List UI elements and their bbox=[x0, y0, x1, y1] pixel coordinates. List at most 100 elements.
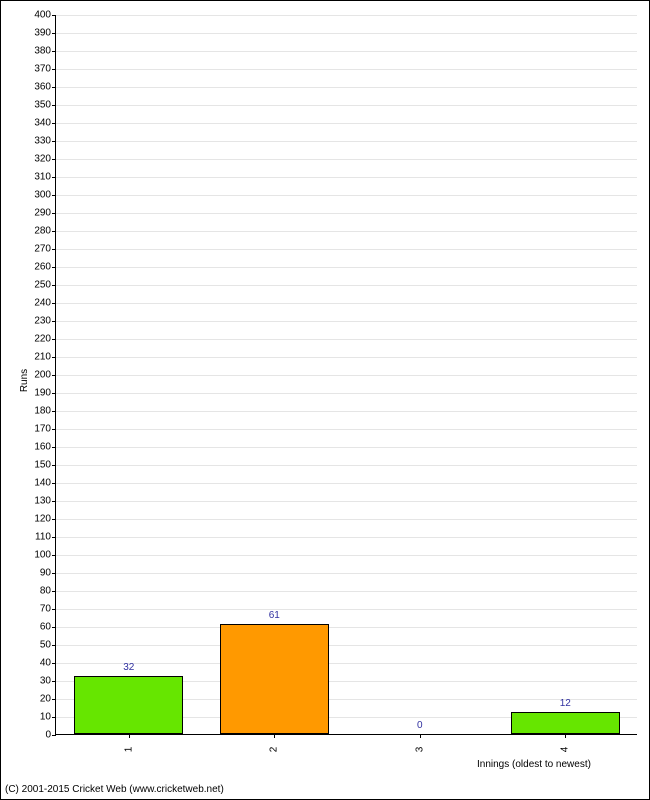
gridline bbox=[56, 519, 637, 520]
gridline bbox=[56, 429, 637, 430]
y-tick-mark bbox=[52, 123, 56, 124]
gridline bbox=[56, 105, 637, 106]
y-tick-mark bbox=[52, 375, 56, 376]
y-tick-mark bbox=[52, 285, 56, 286]
y-tick-label: 20 bbox=[40, 694, 51, 705]
y-tick-label: 60 bbox=[40, 622, 51, 633]
y-tick-label: 400 bbox=[34, 10, 51, 21]
y-tick-mark bbox=[52, 699, 56, 700]
gridline bbox=[56, 627, 637, 628]
y-tick-label: 70 bbox=[40, 604, 51, 615]
y-tick-label: 40 bbox=[40, 658, 51, 669]
y-tick-mark bbox=[52, 645, 56, 646]
gridline bbox=[56, 447, 637, 448]
gridline bbox=[56, 15, 637, 16]
y-tick-mark bbox=[52, 231, 56, 232]
y-tick-label: 170 bbox=[34, 424, 51, 435]
y-tick-label: 250 bbox=[34, 280, 51, 291]
bar-value-label: 61 bbox=[269, 610, 280, 621]
gridline bbox=[56, 321, 637, 322]
gridline bbox=[56, 465, 637, 466]
y-tick-mark bbox=[52, 159, 56, 160]
y-tick-mark bbox=[52, 177, 56, 178]
chart-container: 0102030405060708090100110120130140150160… bbox=[0, 0, 650, 800]
y-tick-label: 350 bbox=[34, 100, 51, 111]
y-tick-mark bbox=[52, 87, 56, 88]
gridline bbox=[56, 69, 637, 70]
y-tick-mark bbox=[52, 627, 56, 628]
gridline bbox=[56, 501, 637, 502]
y-tick-label: 390 bbox=[34, 28, 51, 39]
y-tick-mark bbox=[52, 609, 56, 610]
x-tick-label: 3 bbox=[414, 747, 425, 753]
bar bbox=[74, 676, 183, 734]
gridline bbox=[56, 213, 637, 214]
y-tick-label: 140 bbox=[34, 478, 51, 489]
y-tick-label: 130 bbox=[34, 496, 51, 507]
y-tick-mark bbox=[52, 717, 56, 718]
y-tick-label: 180 bbox=[34, 406, 51, 417]
gridline bbox=[56, 483, 637, 484]
gridline bbox=[56, 33, 637, 34]
gridline bbox=[56, 555, 637, 556]
y-tick-mark bbox=[52, 681, 56, 682]
y-tick-label: 320 bbox=[34, 154, 51, 165]
x-tick-mark bbox=[420, 734, 421, 738]
y-tick-mark bbox=[52, 105, 56, 106]
y-tick-mark bbox=[52, 303, 56, 304]
gridline bbox=[56, 123, 637, 124]
x-tick-mark bbox=[129, 734, 130, 738]
y-tick-label: 50 bbox=[40, 640, 51, 651]
gridline bbox=[56, 51, 637, 52]
y-tick-mark bbox=[52, 15, 56, 16]
bar-value-label: 12 bbox=[560, 698, 571, 709]
gridline bbox=[56, 231, 637, 232]
bar-value-label: 0 bbox=[417, 720, 423, 731]
y-tick-mark bbox=[52, 735, 56, 736]
y-tick-label: 310 bbox=[34, 172, 51, 183]
y-tick-label: 230 bbox=[34, 316, 51, 327]
y-tick-label: 330 bbox=[34, 136, 51, 147]
y-tick-label: 210 bbox=[34, 352, 51, 363]
y-tick-mark bbox=[52, 51, 56, 52]
gridline bbox=[56, 195, 637, 196]
y-tick-mark bbox=[52, 267, 56, 268]
y-tick-mark bbox=[52, 591, 56, 592]
y-tick-label: 260 bbox=[34, 262, 51, 273]
y-tick-mark bbox=[52, 411, 56, 412]
y-tick-label: 100 bbox=[34, 550, 51, 561]
gridline bbox=[56, 303, 637, 304]
y-tick-mark bbox=[52, 249, 56, 250]
y-tick-mark bbox=[52, 429, 56, 430]
y-axis-title: Runs bbox=[19, 369, 30, 392]
y-tick-mark bbox=[52, 195, 56, 196]
gridline bbox=[56, 375, 637, 376]
x-tick-label: 4 bbox=[560, 747, 571, 753]
y-tick-label: 270 bbox=[34, 244, 51, 255]
y-tick-mark bbox=[52, 483, 56, 484]
y-tick-mark bbox=[52, 393, 56, 394]
gridline bbox=[56, 141, 637, 142]
y-tick-label: 300 bbox=[34, 190, 51, 201]
x-axis-title: Innings (oldest to newest) bbox=[477, 759, 591, 770]
y-tick-mark bbox=[52, 339, 56, 340]
y-tick-label: 280 bbox=[34, 226, 51, 237]
y-tick-label: 220 bbox=[34, 334, 51, 345]
y-tick-label: 360 bbox=[34, 82, 51, 93]
y-tick-mark bbox=[52, 537, 56, 538]
y-tick-mark bbox=[52, 357, 56, 358]
y-tick-mark bbox=[52, 519, 56, 520]
y-tick-mark bbox=[52, 465, 56, 466]
gridline bbox=[56, 573, 637, 574]
y-tick-label: 80 bbox=[40, 586, 51, 597]
bar bbox=[220, 624, 329, 734]
y-tick-label: 120 bbox=[34, 514, 51, 525]
y-tick-label: 200 bbox=[34, 370, 51, 381]
gridline bbox=[56, 609, 637, 610]
gridline bbox=[56, 357, 637, 358]
y-tick-label: 90 bbox=[40, 568, 51, 579]
gridline bbox=[56, 393, 637, 394]
y-tick-mark bbox=[52, 141, 56, 142]
y-tick-label: 110 bbox=[35, 532, 51, 543]
gridline bbox=[56, 177, 637, 178]
